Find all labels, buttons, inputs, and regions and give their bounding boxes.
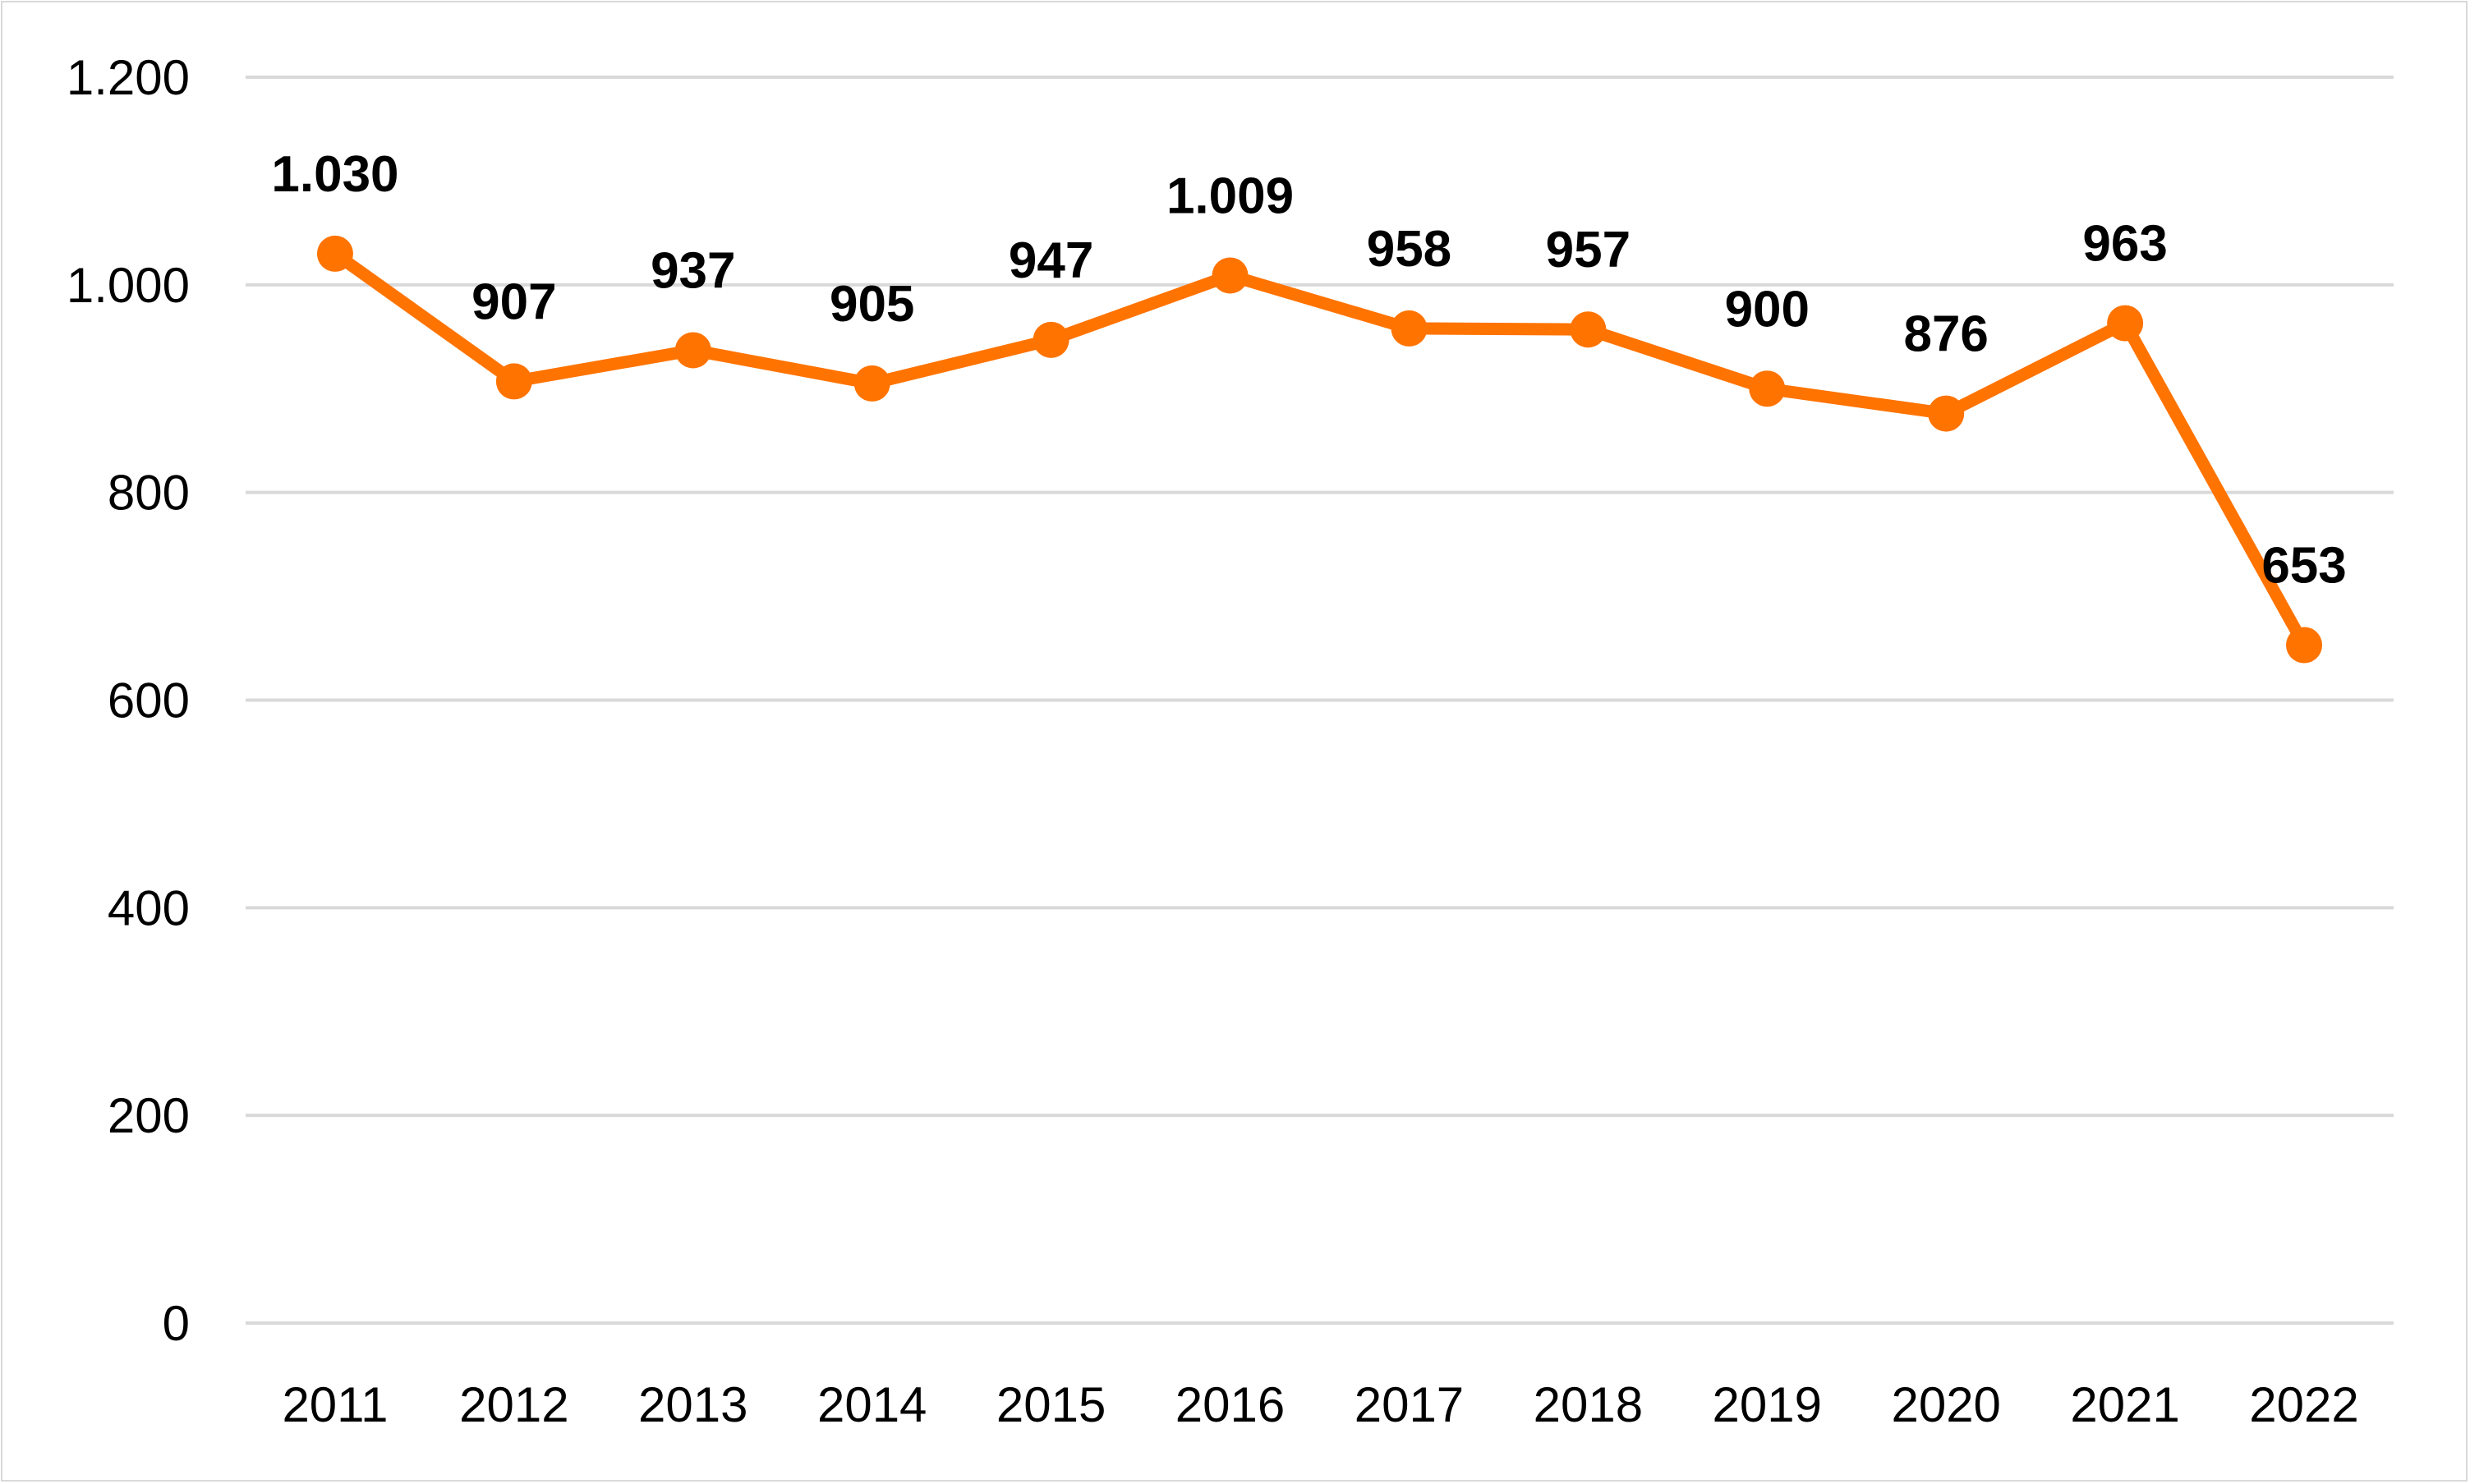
y-axis-tick-labels: 0 200 400 600 800 1.000 1.200 [67,50,190,1351]
x-tick-label: 2013 [638,1377,747,1432]
x-tick-label: 2017 [1355,1377,1464,1432]
data-point-marker [495,363,532,400]
y-tick-label: 200 [108,1088,190,1143]
data-label: 963 [2082,216,2167,273]
y-tick-label: 0 [163,1296,190,1351]
gridlines [246,76,2394,1325]
data-label: 1.009 [1166,168,1294,224]
data-label: 958 [1367,221,1451,278]
data-label: 653 [2261,537,2346,594]
x-tick-label: 2012 [459,1377,568,1432]
x-tick-label: 2022 [2249,1377,2358,1432]
data-point-marker [853,365,890,402]
x-tick-label: 2016 [1175,1377,1285,1432]
data-label: 900 [1725,281,1810,338]
data-label: 937 [651,242,735,299]
data-point-marker [1391,310,1428,347]
y-tick-label: 400 [108,880,190,935]
series-line-group [329,247,2311,651]
data-point-marker [2107,305,2144,342]
data-point-marker [1570,311,1607,348]
data-label: 957 [1546,222,1631,278]
data-point-marker [2286,627,2323,664]
data-point-marker [316,235,353,272]
data-point-markers [316,235,2323,664]
data-label: 905 [830,276,914,333]
data-point-marker [674,332,711,369]
data-labels: 1.030 907 937 905 947 1.009 958 957 900 876 963 653 [271,146,2346,595]
y-tick-label: 1.200 [67,50,190,105]
data-point-marker [1033,321,1069,358]
y-tick-label: 600 [108,673,190,728]
series-line [329,247,2311,651]
data-label: 1.030 [271,146,398,203]
data-point-marker [1212,257,1249,294]
x-tick-label: 2019 [1713,1377,1822,1432]
x-tick-label: 2011 [282,1377,388,1432]
data-label: 907 [471,273,556,330]
data-label: 876 [1903,306,1988,363]
y-tick-label: 1.000 [67,258,190,313]
x-tick-label: 2018 [1534,1377,1643,1432]
x-tick-label: 2014 [817,1377,927,1432]
data-label: 947 [1009,232,1093,289]
x-tick-label: 2020 [1891,1377,2000,1432]
x-axis-tick-labels: 2011 2012 2013 2014 2015 2016 2017 2018 2019 2020… [282,1377,2358,1432]
data-point-marker [1928,395,1965,432]
data-point-marker [1749,370,1786,407]
x-tick-label: 2015 [996,1377,1106,1432]
x-tick-label: 2021 [2070,1377,2179,1432]
y-tick-label: 800 [108,466,190,521]
